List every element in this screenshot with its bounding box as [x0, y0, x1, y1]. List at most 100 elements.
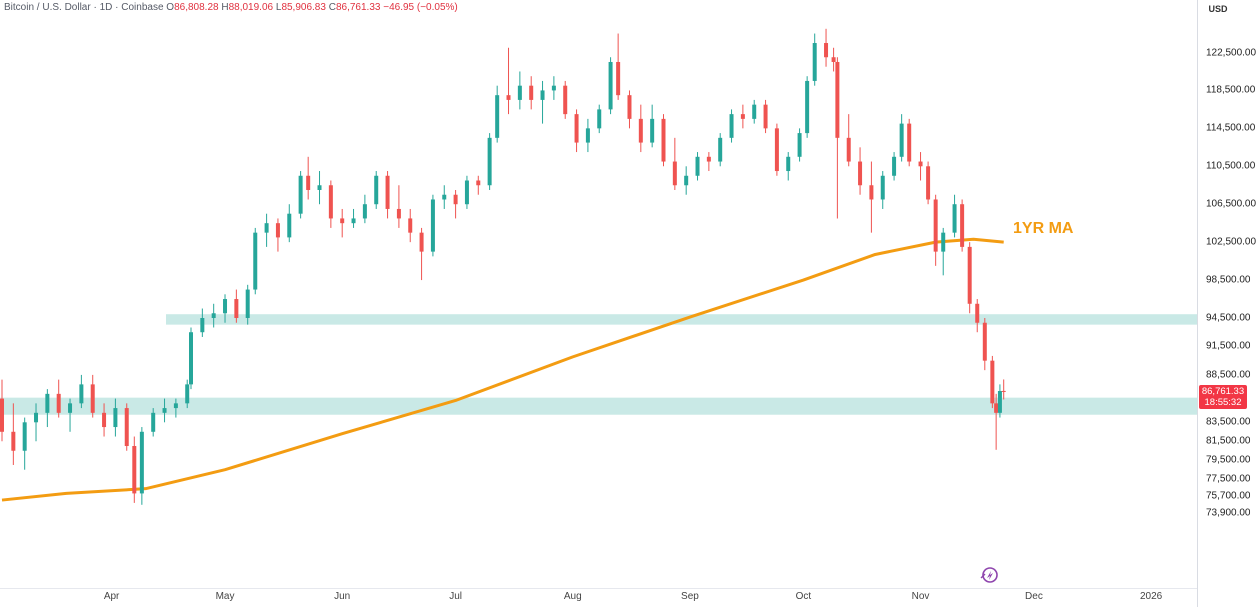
candle-body: [650, 118, 655, 143]
candle: [824, 28, 829, 67]
candle-body: [45, 393, 50, 413]
candle-body: [298, 175, 303, 214]
candle: [982, 318, 987, 371]
price-tick-label: 73,900.00: [1206, 507, 1251, 519]
candle: [102, 403, 107, 437]
price-tick-label: 94,500.00: [1206, 312, 1251, 324]
price-tick-label: 75,700.00: [1206, 490, 1251, 502]
currency-button[interactable]: USD: [1208, 4, 1228, 14]
price-tick-label: 122,500.00: [1206, 47, 1257, 58]
candle: [960, 199, 965, 252]
candle-body: [994, 403, 999, 413]
candle: [997, 384, 1002, 418]
candle: [869, 161, 874, 233]
candle: [34, 403, 39, 442]
price-tick-label: 83,500.00: [1206, 416, 1251, 428]
candle: [351, 208, 356, 228]
candle: [616, 33, 621, 100]
candle-body: [495, 95, 500, 138]
candle-body: [585, 128, 590, 143]
candle-body: [616, 61, 621, 96]
candle-body: [408, 218, 413, 233]
time-tick-label: Jun: [334, 591, 351, 602]
candle: [975, 299, 980, 333]
tradingview-logo-icon[interactable]: [978, 565, 1000, 585]
candle-body: [661, 118, 666, 162]
candle: [551, 76, 556, 100]
low-label: L: [275, 2, 282, 13]
candle: [396, 185, 401, 228]
candle-body: [952, 204, 957, 233]
candle: [650, 104, 655, 148]
candle-body: [264, 223, 269, 233]
high-value: 88,019.06: [228, 2, 274, 13]
candle: [185, 379, 190, 409]
candle: [729, 109, 734, 143]
candle: [846, 114, 851, 167]
candle: [464, 175, 469, 209]
time-tick-label: Aug: [563, 591, 582, 602]
candle-body: [139, 431, 144, 494]
candle: [189, 327, 193, 390]
candle: [661, 114, 666, 167]
candle-body: [540, 90, 545, 100]
symbol-line: Bitcoin / U.S. Dollar · 1D · Coinbase: [4, 2, 164, 13]
candle-body: [11, 431, 16, 451]
change-value: −46.95 (−0.05%): [383, 2, 458, 13]
candle-body: [487, 137, 492, 186]
candle: [487, 133, 492, 190]
candle: [627, 90, 632, 129]
candle: [328, 180, 333, 228]
candle: [752, 99, 757, 124]
candle-body: [223, 299, 228, 314]
candle-series: [0, 28, 1006, 505]
candle-body: [396, 208, 401, 219]
chart-plot-area[interactable]: [0, 0, 1197, 588]
candle-body: [211, 313, 216, 318]
price-tick-label: 110,500.00: [1206, 160, 1256, 172]
candle: [597, 104, 602, 134]
candle: [805, 76, 810, 138]
candle: [340, 208, 345, 238]
candle-body: [200, 318, 205, 333]
candle: [952, 194, 957, 238]
price-scale[interactable]: [1197, 0, 1259, 607]
time-tick-label: Sep: [681, 591, 699, 602]
candle: [200, 308, 205, 337]
close-value: 86,761.33: [335, 2, 381, 13]
candle: [892, 152, 897, 181]
candle-body: [608, 61, 613, 110]
candle-body: [340, 218, 345, 224]
candle-body: [786, 156, 791, 172]
candle-body: [419, 232, 424, 252]
candle: [858, 147, 863, 195]
candlestick-chart[interactable]: [0, 0, 1197, 588]
candle-body: [517, 85, 522, 100]
support-zones: [0, 314, 1197, 415]
candle-body: [869, 185, 874, 200]
candle: [585, 118, 590, 153]
time-axis[interactable]: [0, 588, 1197, 608]
candle: [831, 47, 836, 72]
candle-body: [0, 398, 4, 432]
time-tick-label: Oct: [795, 591, 812, 602]
time-tick-label: Nov: [911, 591, 930, 602]
candle: [574, 109, 579, 153]
candle-body: [132, 446, 137, 494]
candle: [419, 227, 424, 281]
last-price: 86,761.33: [1201, 386, 1245, 398]
candle: [223, 294, 228, 323]
candle-body: [306, 175, 311, 190]
time-tick-label: Apr: [103, 591, 120, 602]
candle: [563, 80, 568, 119]
candle: [706, 152, 711, 172]
candle-body: [941, 232, 946, 252]
candle-body: [151, 412, 156, 432]
candle-body: [824, 43, 829, 58]
countdown-timer: 18:55:32: [1204, 397, 1242, 409]
candle-body: [982, 322, 987, 361]
candle-body: [574, 114, 579, 143]
candle-body: [563, 85, 568, 115]
candle: [529, 76, 534, 110]
candle: [718, 133, 723, 167]
